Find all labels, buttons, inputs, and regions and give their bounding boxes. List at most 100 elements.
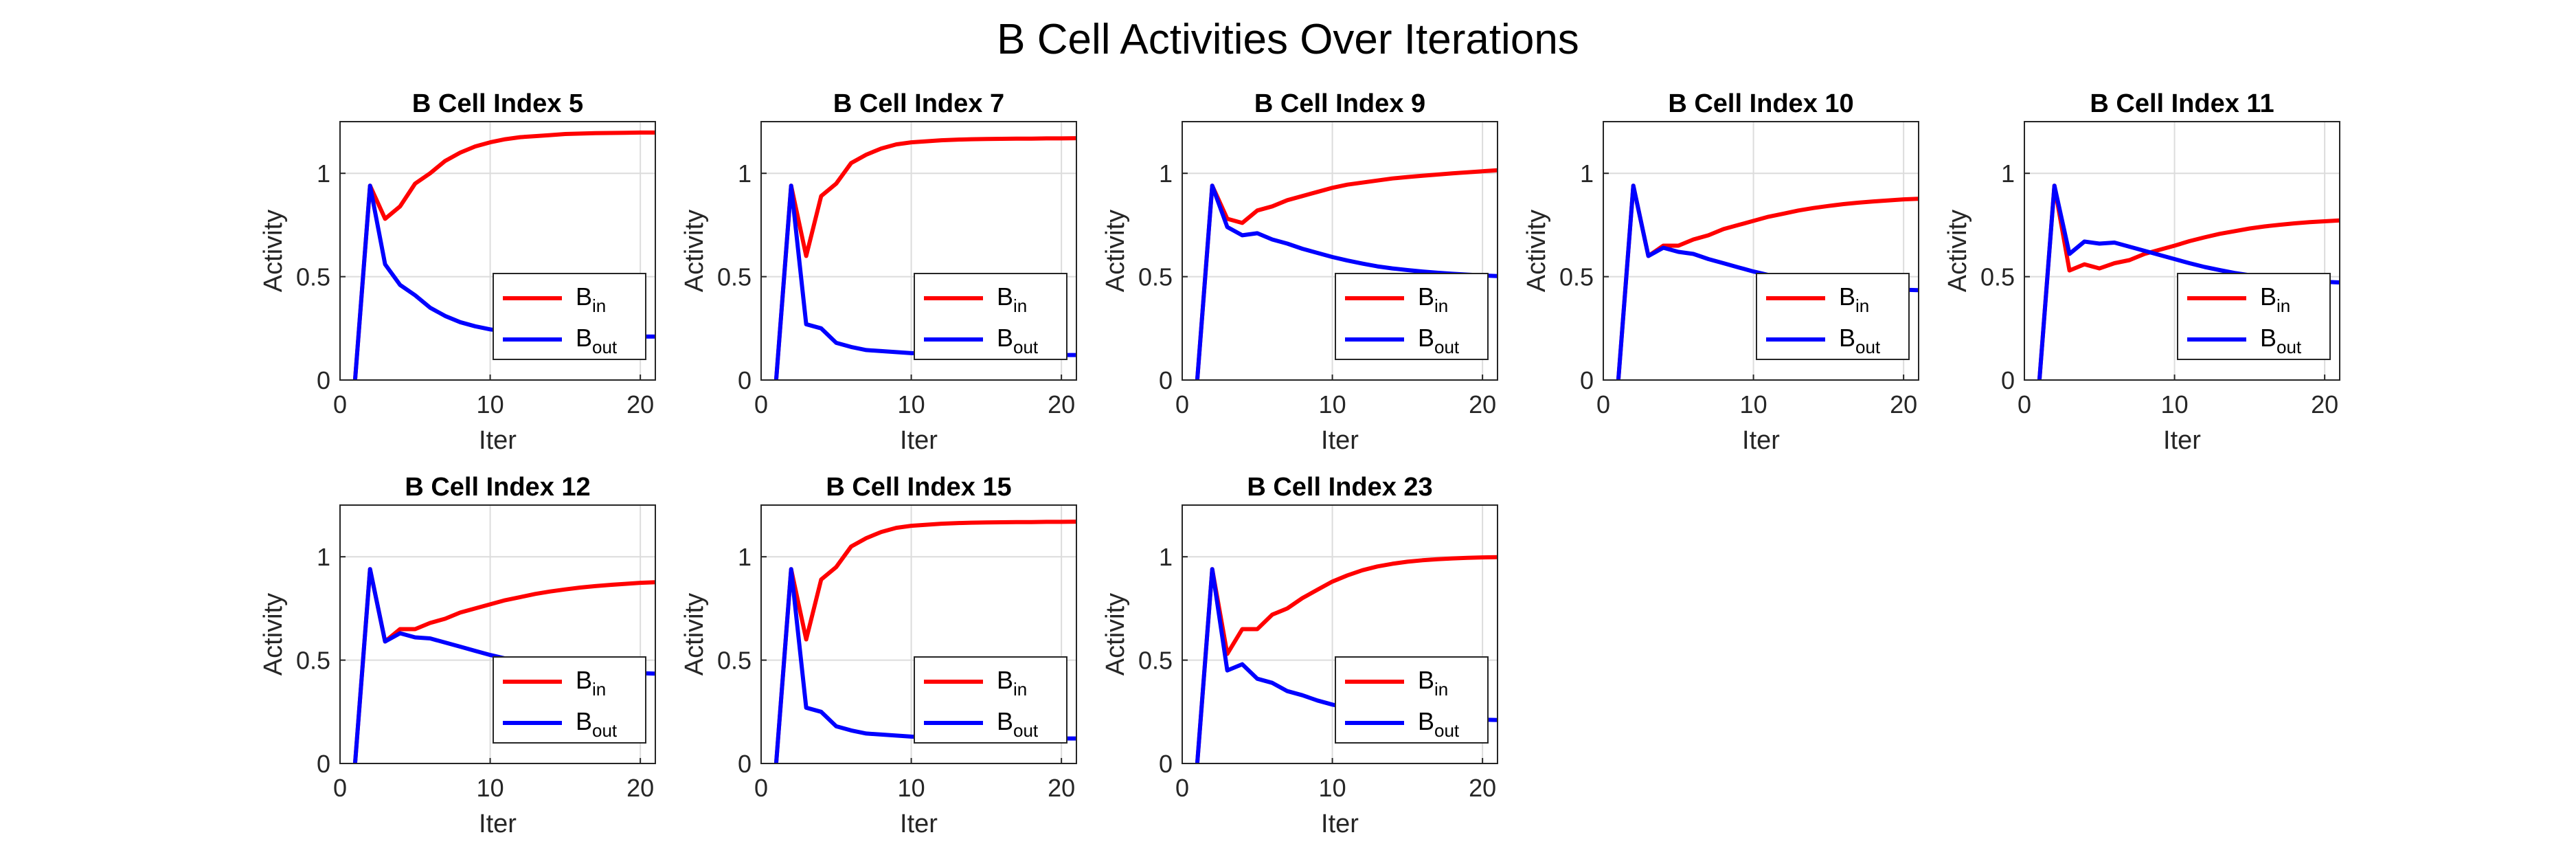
y-tick-label: 1 xyxy=(1580,159,1594,188)
y-axis-label: Activity xyxy=(680,593,709,676)
x-tick-label: 0 xyxy=(333,390,347,419)
series-line-b-in xyxy=(773,136,1077,381)
x-tick-label: 10 xyxy=(1319,774,1346,802)
legend-label-main: B xyxy=(997,666,1013,694)
legend-entry: Bout xyxy=(576,324,618,357)
series-line-b-in xyxy=(352,130,655,381)
x-tick-label: 10 xyxy=(477,774,504,802)
subplot-title: B Cell Index 9 xyxy=(1254,89,1425,118)
x-tick-label: 20 xyxy=(1469,774,1496,802)
y-tick-label: 0.5 xyxy=(1980,263,2015,291)
legend-label-sub: out xyxy=(592,337,618,357)
legend-label-sub: in xyxy=(592,295,606,316)
legend-label-sub: in xyxy=(2276,295,2290,316)
legend-label-main: B xyxy=(1418,282,1434,311)
x-tick-label: 10 xyxy=(898,390,925,419)
legend-label-main: B xyxy=(1839,324,1855,352)
legend-entry: Bin xyxy=(576,666,606,700)
legend-label-sub: in xyxy=(1434,679,1448,700)
x-axis-label: Iter xyxy=(2163,426,2201,455)
legend-label-main: B xyxy=(1418,707,1434,735)
x-axis-label: Iter xyxy=(900,426,938,455)
series-line-b-in xyxy=(1195,168,1498,381)
y-tick-label: 0 xyxy=(1580,366,1594,394)
x-tick-label: 0 xyxy=(1175,390,1189,419)
x-axis-label: Iter xyxy=(1321,426,1359,455)
y-tick-label: 0 xyxy=(317,750,330,778)
series-line-b-in xyxy=(773,520,1077,764)
y-axis-label: Activity xyxy=(1522,210,1551,292)
subplot-title: B Cell Index 5 xyxy=(412,89,583,118)
x-tick-label: 10 xyxy=(1319,390,1346,419)
legend-label-main: B xyxy=(576,707,592,735)
legend-box xyxy=(914,273,1067,360)
x-axis-label: Iter xyxy=(1321,810,1359,838)
subplot-title: B Cell Index 23 xyxy=(1247,473,1432,502)
legend-label-sub: in xyxy=(1013,295,1027,316)
legend-label-sub: out xyxy=(1855,337,1881,357)
axes-box xyxy=(1182,504,1498,764)
series-line-b-in xyxy=(1195,555,1498,764)
x-tick-label: 0 xyxy=(754,774,768,802)
y-tick-label: 1 xyxy=(738,159,752,188)
y-axis-label: Activity xyxy=(680,210,709,292)
x-axis-label: Iter xyxy=(479,810,517,838)
subplot-5: 0 10 20 0 0.5 1 B Cell Index 11 Iter Activity Bin… xyxy=(1943,89,2340,455)
x-tick-label: 0 xyxy=(1596,390,1610,419)
axes-box xyxy=(1182,121,1498,381)
x-tick-label: 10 xyxy=(2161,390,2189,419)
axes-box xyxy=(2024,121,2340,381)
legend-box xyxy=(914,656,1067,744)
legend-entry: Bin xyxy=(997,666,1027,700)
x-tick-label: 20 xyxy=(1048,774,1075,802)
legend-label-sub: out xyxy=(1434,720,1460,741)
axes-box xyxy=(1603,121,1919,381)
x-tick-label: 20 xyxy=(626,390,654,419)
x-tick-label: 0 xyxy=(754,390,768,419)
y-tick-label: 1 xyxy=(317,159,330,188)
series-line-b-in xyxy=(2037,183,2340,381)
x-tick-label: 10 xyxy=(1740,390,1767,419)
y-tick-label: 0 xyxy=(738,366,752,394)
y-axis-label: Activity xyxy=(259,210,288,292)
x-tick-label: 20 xyxy=(1890,390,1917,419)
subplot-4: 0 10 20 0 0.5 1 B Cell Index 10 Iter Activity Bin… xyxy=(1522,89,1919,455)
legend-box xyxy=(1335,273,1489,360)
legend-box xyxy=(1335,656,1489,744)
subplot-8: 0 10 20 0 0.5 1 B Cell Index 23 Iter Activity Bin… xyxy=(1101,473,1498,838)
legend-label-sub: in xyxy=(592,679,606,700)
axes-box xyxy=(760,121,1077,381)
subplot-title: B Cell Index 15 xyxy=(826,473,1011,502)
x-tick-label: 10 xyxy=(477,390,504,419)
y-axis-label: Activity xyxy=(1101,210,1130,292)
legend-label-main: B xyxy=(1418,324,1434,352)
legend-box xyxy=(1756,273,1910,360)
legend-label-sub: in xyxy=(1855,295,1869,316)
legend-box xyxy=(2177,273,2331,360)
legend-entry: Bout xyxy=(1839,324,1881,357)
y-tick-label: 0.5 xyxy=(296,263,330,291)
subplot-title: B Cell Index 12 xyxy=(405,473,590,502)
y-tick-label: 0.5 xyxy=(1138,263,1173,291)
legend-label-main: B xyxy=(2260,282,2276,311)
x-axis-label: Iter xyxy=(1742,426,1780,455)
legend-entry: Bout xyxy=(997,324,1039,357)
y-axis-label: Activity xyxy=(259,593,288,676)
subplot-title: B Cell Index 10 xyxy=(1668,89,1853,118)
legend-label-main: B xyxy=(1418,666,1434,694)
legend-entry: Bout xyxy=(1418,707,1460,741)
x-tick-label: 0 xyxy=(2018,390,2031,419)
x-tick-label: 20 xyxy=(626,774,654,802)
y-tick-label: 1 xyxy=(1159,543,1173,571)
legend-label-sub: out xyxy=(2276,337,2302,357)
legend-box xyxy=(493,656,646,744)
